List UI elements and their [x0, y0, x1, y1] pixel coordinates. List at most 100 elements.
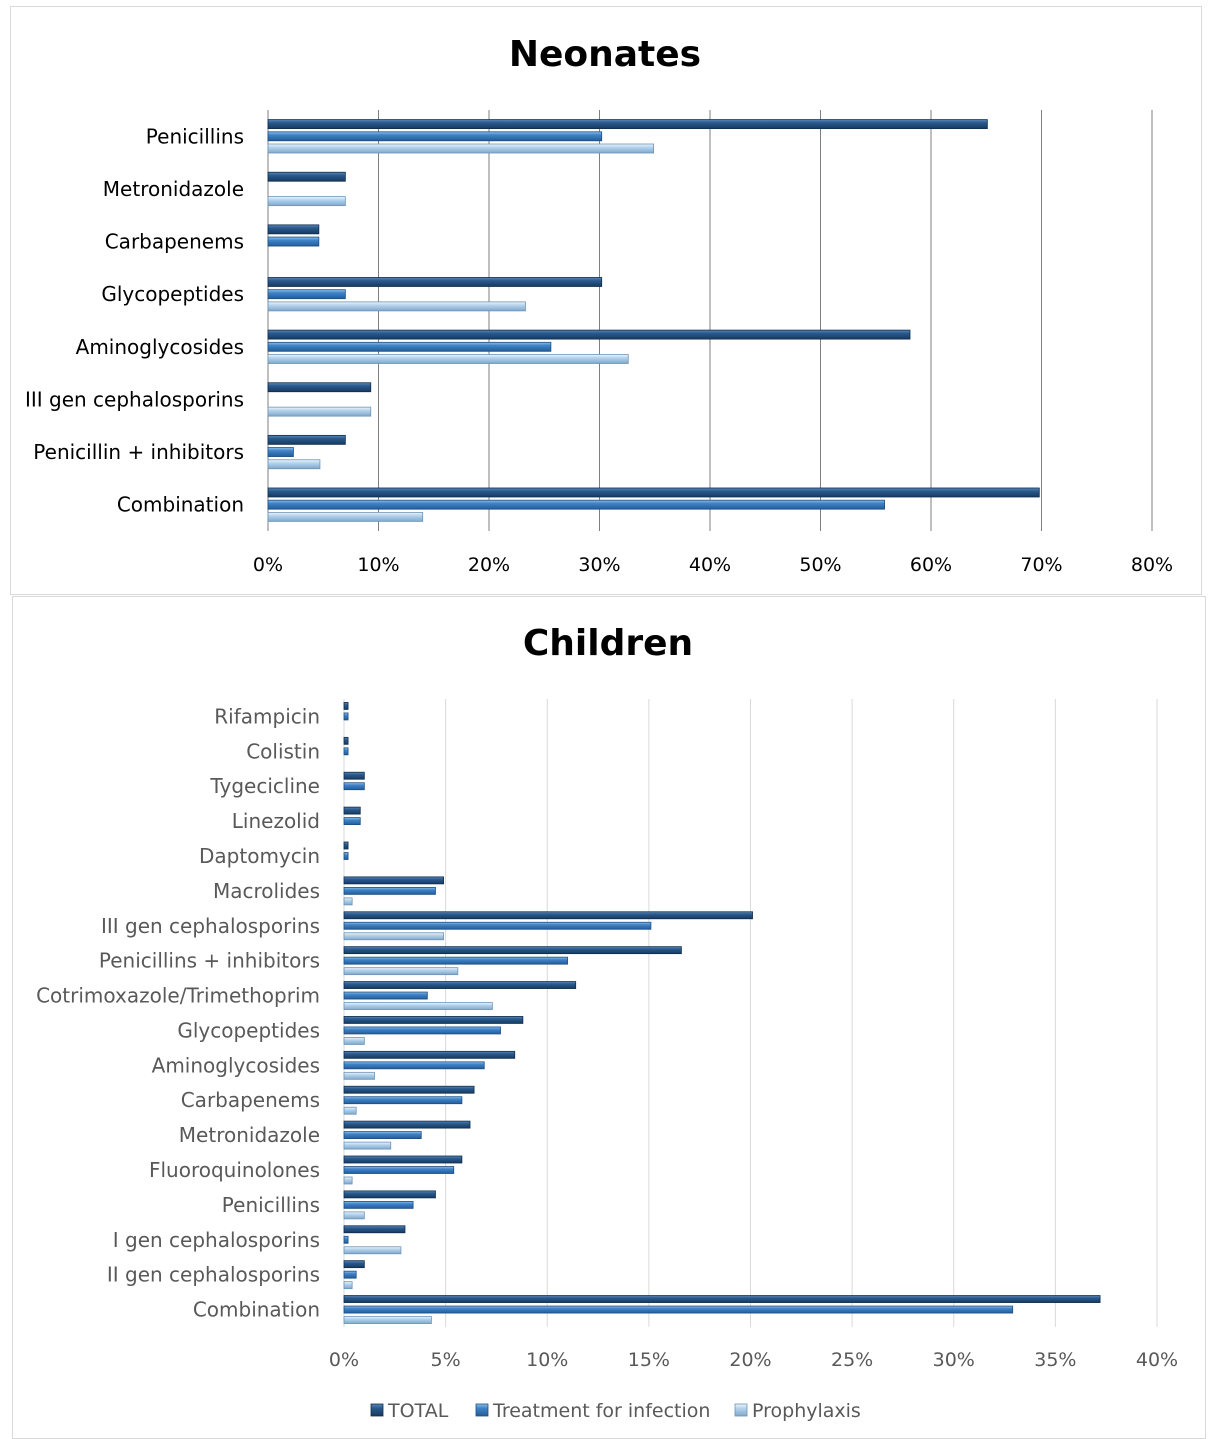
neonates-bar-total-carbapenems: [267, 224, 320, 235]
neonates-chart-title: Neonates: [509, 34, 701, 75]
children-bar-total-i-gen-cephalosporins: [343, 1225, 406, 1234]
neonates-x-tick-label: 80%: [1131, 554, 1173, 576]
children-bar-treatment-carbapenems: [343, 1096, 463, 1105]
neonates-category-label: Aminoglycosides: [76, 335, 244, 359]
legend: TOTAL Treatment for infection Prophylaxis: [370, 1400, 861, 1422]
neonates-bar-prophylaxis-iii-gen-cephalosporins: [267, 406, 372, 417]
children-bar-treatment-colistin: [343, 747, 349, 756]
children-bar-treatment-macrolides: [343, 886, 436, 895]
legend-label-treatment: Treatment for infection: [492, 1400, 710, 1422]
children-bar-treatment-fluoroquinolones: [343, 1166, 455, 1174]
neonates-bar-total-aminoglycosides: [267, 329, 911, 340]
neonates-bar-total-combination: [267, 487, 1040, 498]
neonates-bar-total-penicillin-inhibitors: [267, 434, 346, 445]
children-bar-prophylaxis-aminoglycosides: [343, 1071, 375, 1080]
neonates-x-tick-label: 30%: [578, 554, 620, 576]
legend-label-total: TOTAL: [387, 1400, 449, 1422]
neonates-bar-prophylaxis-penicillins: [267, 143, 655, 154]
neonates-bar-treatment-glycopeptides: [267, 289, 346, 300]
children-category-label: I gen cephalosporins: [113, 1228, 320, 1252]
neonates-x-tick-label: 60%: [910, 554, 952, 576]
children-category-label: Daptomycin: [199, 844, 320, 868]
children-x-tick-label: 40%: [1136, 1349, 1178, 1371]
neonates-category-label: III gen cephalosporins: [25, 387, 244, 411]
children-bar-prophylaxis-iii-gen-cephalosporins: [343, 932, 444, 941]
children-bar-total-ii-gen-cephalosporins: [343, 1260, 365, 1269]
neonates-bar-treatment-combination: [267, 499, 885, 510]
neonates-x-tick-label: 0%: [253, 554, 283, 576]
children-category-label: Combination: [193, 1298, 320, 1322]
children-category-label: Penicillins + inhibitors: [99, 949, 320, 973]
children-category-label: Penicillins: [222, 1193, 320, 1217]
children-x-tick-label: 5%: [431, 1349, 461, 1371]
neonates-bar-prophylaxis-penicillin-inhibitors: [267, 459, 321, 470]
children-bar-treatment-i-gen-cephalosporins: [343, 1235, 349, 1244]
children-bar-total-daptomycin: [343, 841, 349, 850]
neonates-bar-total-glycopeptides: [267, 277, 603, 287]
legend-label-prophylaxis: Prophylaxis: [752, 1400, 861, 1422]
children-category-label: II gen cephalosporins: [107, 1263, 320, 1287]
children-bar-prophylaxis-carbapenems: [343, 1106, 357, 1115]
legend-swatch-prophylaxis: [734, 1403, 748, 1417]
neonates-bar-treatment-penicillins: [267, 131, 603, 142]
children-bar-treatment-combination: [343, 1305, 1014, 1314]
children-category-label: Macrolides: [213, 879, 320, 903]
children-bar-treatment-penicillins-inhibitors: [343, 956, 568, 965]
children-bar-treatment-cotrimoxazole-trimethoprim: [343, 991, 428, 1000]
children-bar-treatment-rifampicin: [343, 712, 349, 721]
neonates-bar-prophylaxis-aminoglycosides: [267, 354, 629, 364]
children-bar-prophylaxis-penicillins-inhibitors: [343, 967, 459, 976]
neonates-category-label: Penicillins: [146, 124, 244, 148]
children-bar-treatment-iii-gen-cephalosporins: [343, 921, 652, 930]
children-category-label: Glycopeptides: [177, 1018, 320, 1042]
children-bar-prophylaxis-metronidazole: [343, 1141, 392, 1150]
children-chart-title: Children: [523, 623, 693, 664]
children-category-label: Colistin: [246, 739, 320, 763]
children-bar-treatment-metronidazole: [343, 1131, 422, 1140]
children-x-tick-label: 10%: [526, 1349, 568, 1371]
children-bar-total-aminoglycosides: [343, 1050, 516, 1059]
neonates-bar-total-iii-gen-cephalosporins: [267, 382, 372, 393]
children-bar-total-glycopeptides: [343, 1016, 524, 1024]
children-bar-prophylaxis-macrolides: [343, 897, 353, 906]
children-x-tick-label: 35%: [1034, 1349, 1076, 1371]
children-category-label: Fluoroquinolones: [149, 1158, 320, 1182]
neonates-category-label: Penicillin + inhibitors: [33, 440, 244, 464]
children-bar-treatment-penicillins: [343, 1200, 414, 1209]
children-category-label: Rifampicin: [214, 704, 320, 728]
children-bar-prophylaxis-cotrimoxazole-trimethoprim: [343, 1002, 493, 1010]
children-bar-total-linezolid: [343, 806, 361, 815]
children-bar-treatment-daptomycin: [343, 852, 349, 860]
neonates-bar-prophylaxis-metronidazole: [267, 196, 346, 207]
neonates-bar-prophylaxis-combination: [267, 511, 424, 522]
children-bar-prophylaxis-combination: [343, 1316, 432, 1324]
children-bar-prophylaxis-glycopeptides: [343, 1037, 365, 1045]
neonates-bar-treatment-penicillin-inhibitors: [267, 447, 294, 457]
children-category-label: Tygecicline: [209, 774, 320, 798]
children-category-label: Aminoglycosides: [152, 1053, 320, 1077]
neonates-category-label: Carbapenems: [105, 230, 244, 254]
neonates-bar-total-penicillins: [267, 119, 988, 130]
neonates-bar-treatment-aminoglycosides: [267, 341, 552, 352]
neonates-bar-treatment-carbapenems: [267, 236, 320, 247]
children-category-label: Linezolid: [232, 809, 320, 833]
children-bar-total-macrolides: [343, 876, 444, 885]
neonates-category-label: Glycopeptides: [101, 282, 244, 306]
children-bar-total-iii-gen-cephalosporins: [343, 911, 753, 920]
neonates-x-tick-label: 50%: [799, 554, 841, 576]
children-bar-total-colistin: [343, 736, 349, 745]
children-bar-treatment-tygecicline: [343, 782, 365, 791]
children-bar-total-cotrimoxazole-trimethoprim: [343, 981, 577, 989]
children-x-tick-label: 30%: [933, 1349, 975, 1371]
children-category-label: Cotrimoxazole/Trimethoprim: [36, 984, 320, 1008]
neonates-x-tick-label: 70%: [1020, 554, 1062, 576]
children-bar-prophylaxis-ii-gen-cephalosporins: [343, 1281, 353, 1290]
children-bar-total-penicillins-inhibitors: [343, 946, 682, 955]
neonates-category-label: Combination: [117, 493, 244, 517]
neonates-category-label: Metronidazole: [103, 177, 244, 201]
children-bar-treatment-glycopeptides: [343, 1026, 501, 1035]
children-bar-total-metronidazole: [343, 1120, 471, 1129]
children-bar-treatment-aminoglycosides: [343, 1061, 485, 1070]
children-x-tick-label: 25%: [831, 1349, 873, 1371]
